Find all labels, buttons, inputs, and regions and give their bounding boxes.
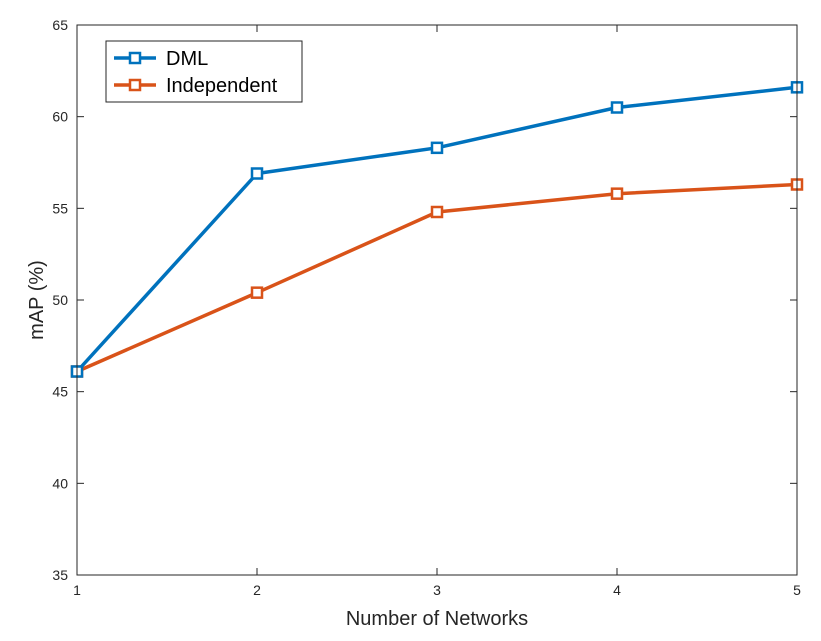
legend-marker-independent xyxy=(128,78,142,92)
data-point-independent xyxy=(250,286,264,299)
x-tick-label: 4 xyxy=(613,582,621,598)
legend-label-dml: DML xyxy=(166,48,208,70)
y-axis-title: mAP (%) xyxy=(26,260,48,340)
data-point-independent xyxy=(610,187,624,200)
x-axis-title: Number of Networks xyxy=(346,608,528,630)
data-point-dml xyxy=(610,101,624,114)
y-tick-label: 60 xyxy=(52,109,68,125)
data-point-independent xyxy=(430,205,444,219)
x-tick-label: 5 xyxy=(793,582,801,598)
series-layer xyxy=(70,81,804,378)
data-point-dml xyxy=(430,141,444,155)
x-tick-label: 3 xyxy=(433,582,441,598)
y-tick-label: 40 xyxy=(52,475,68,491)
y-tick-label: 55 xyxy=(52,200,68,216)
legend-label-independent: Independent xyxy=(166,75,278,97)
y-tick-label: 45 xyxy=(52,384,68,400)
legend-marker-dml xyxy=(128,51,142,65)
x-tick-label: 2 xyxy=(253,582,261,598)
legend-box xyxy=(105,40,303,103)
y-tick-label: 65 xyxy=(52,17,68,33)
y-tick-label: 35 xyxy=(52,567,68,583)
data-point-dml xyxy=(250,167,264,180)
plot-area xyxy=(77,25,797,575)
legend: DML Independent xyxy=(105,40,303,103)
x-tick-label: 1 xyxy=(73,582,81,598)
y-tick-label: 50 xyxy=(52,292,68,308)
